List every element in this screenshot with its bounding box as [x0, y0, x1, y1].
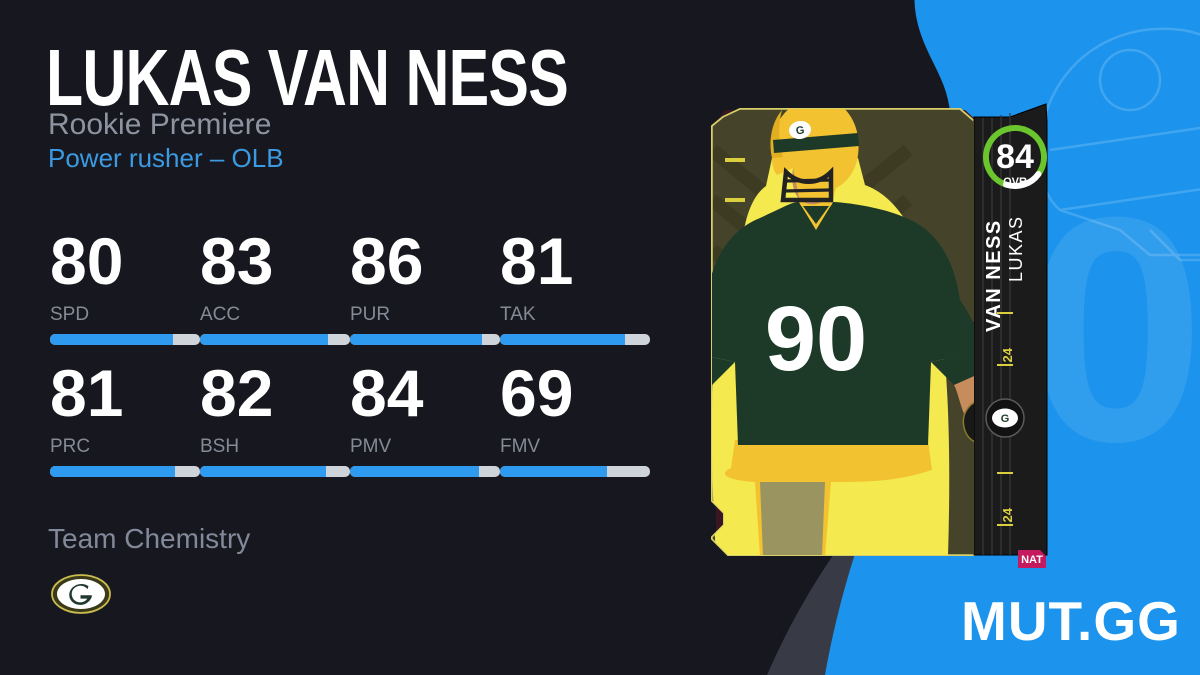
svg-text:OVR: OVR [1003, 176, 1027, 188]
svg-text:NAT: NAT [1021, 554, 1043, 566]
svg-text:G: G [795, 124, 805, 137]
svg-text:G: G [1001, 413, 1010, 425]
svg-text:84: 84 [996, 138, 1034, 176]
svg-text:24: 24 [1000, 507, 1015, 522]
svg-text:VAN NESS: VAN NESS [983, 219, 1005, 332]
svg-text:LUKAS: LUKAS [1006, 215, 1026, 282]
svg-text:24: 24 [1000, 347, 1015, 362]
svg-text:90: 90 [765, 288, 867, 390]
